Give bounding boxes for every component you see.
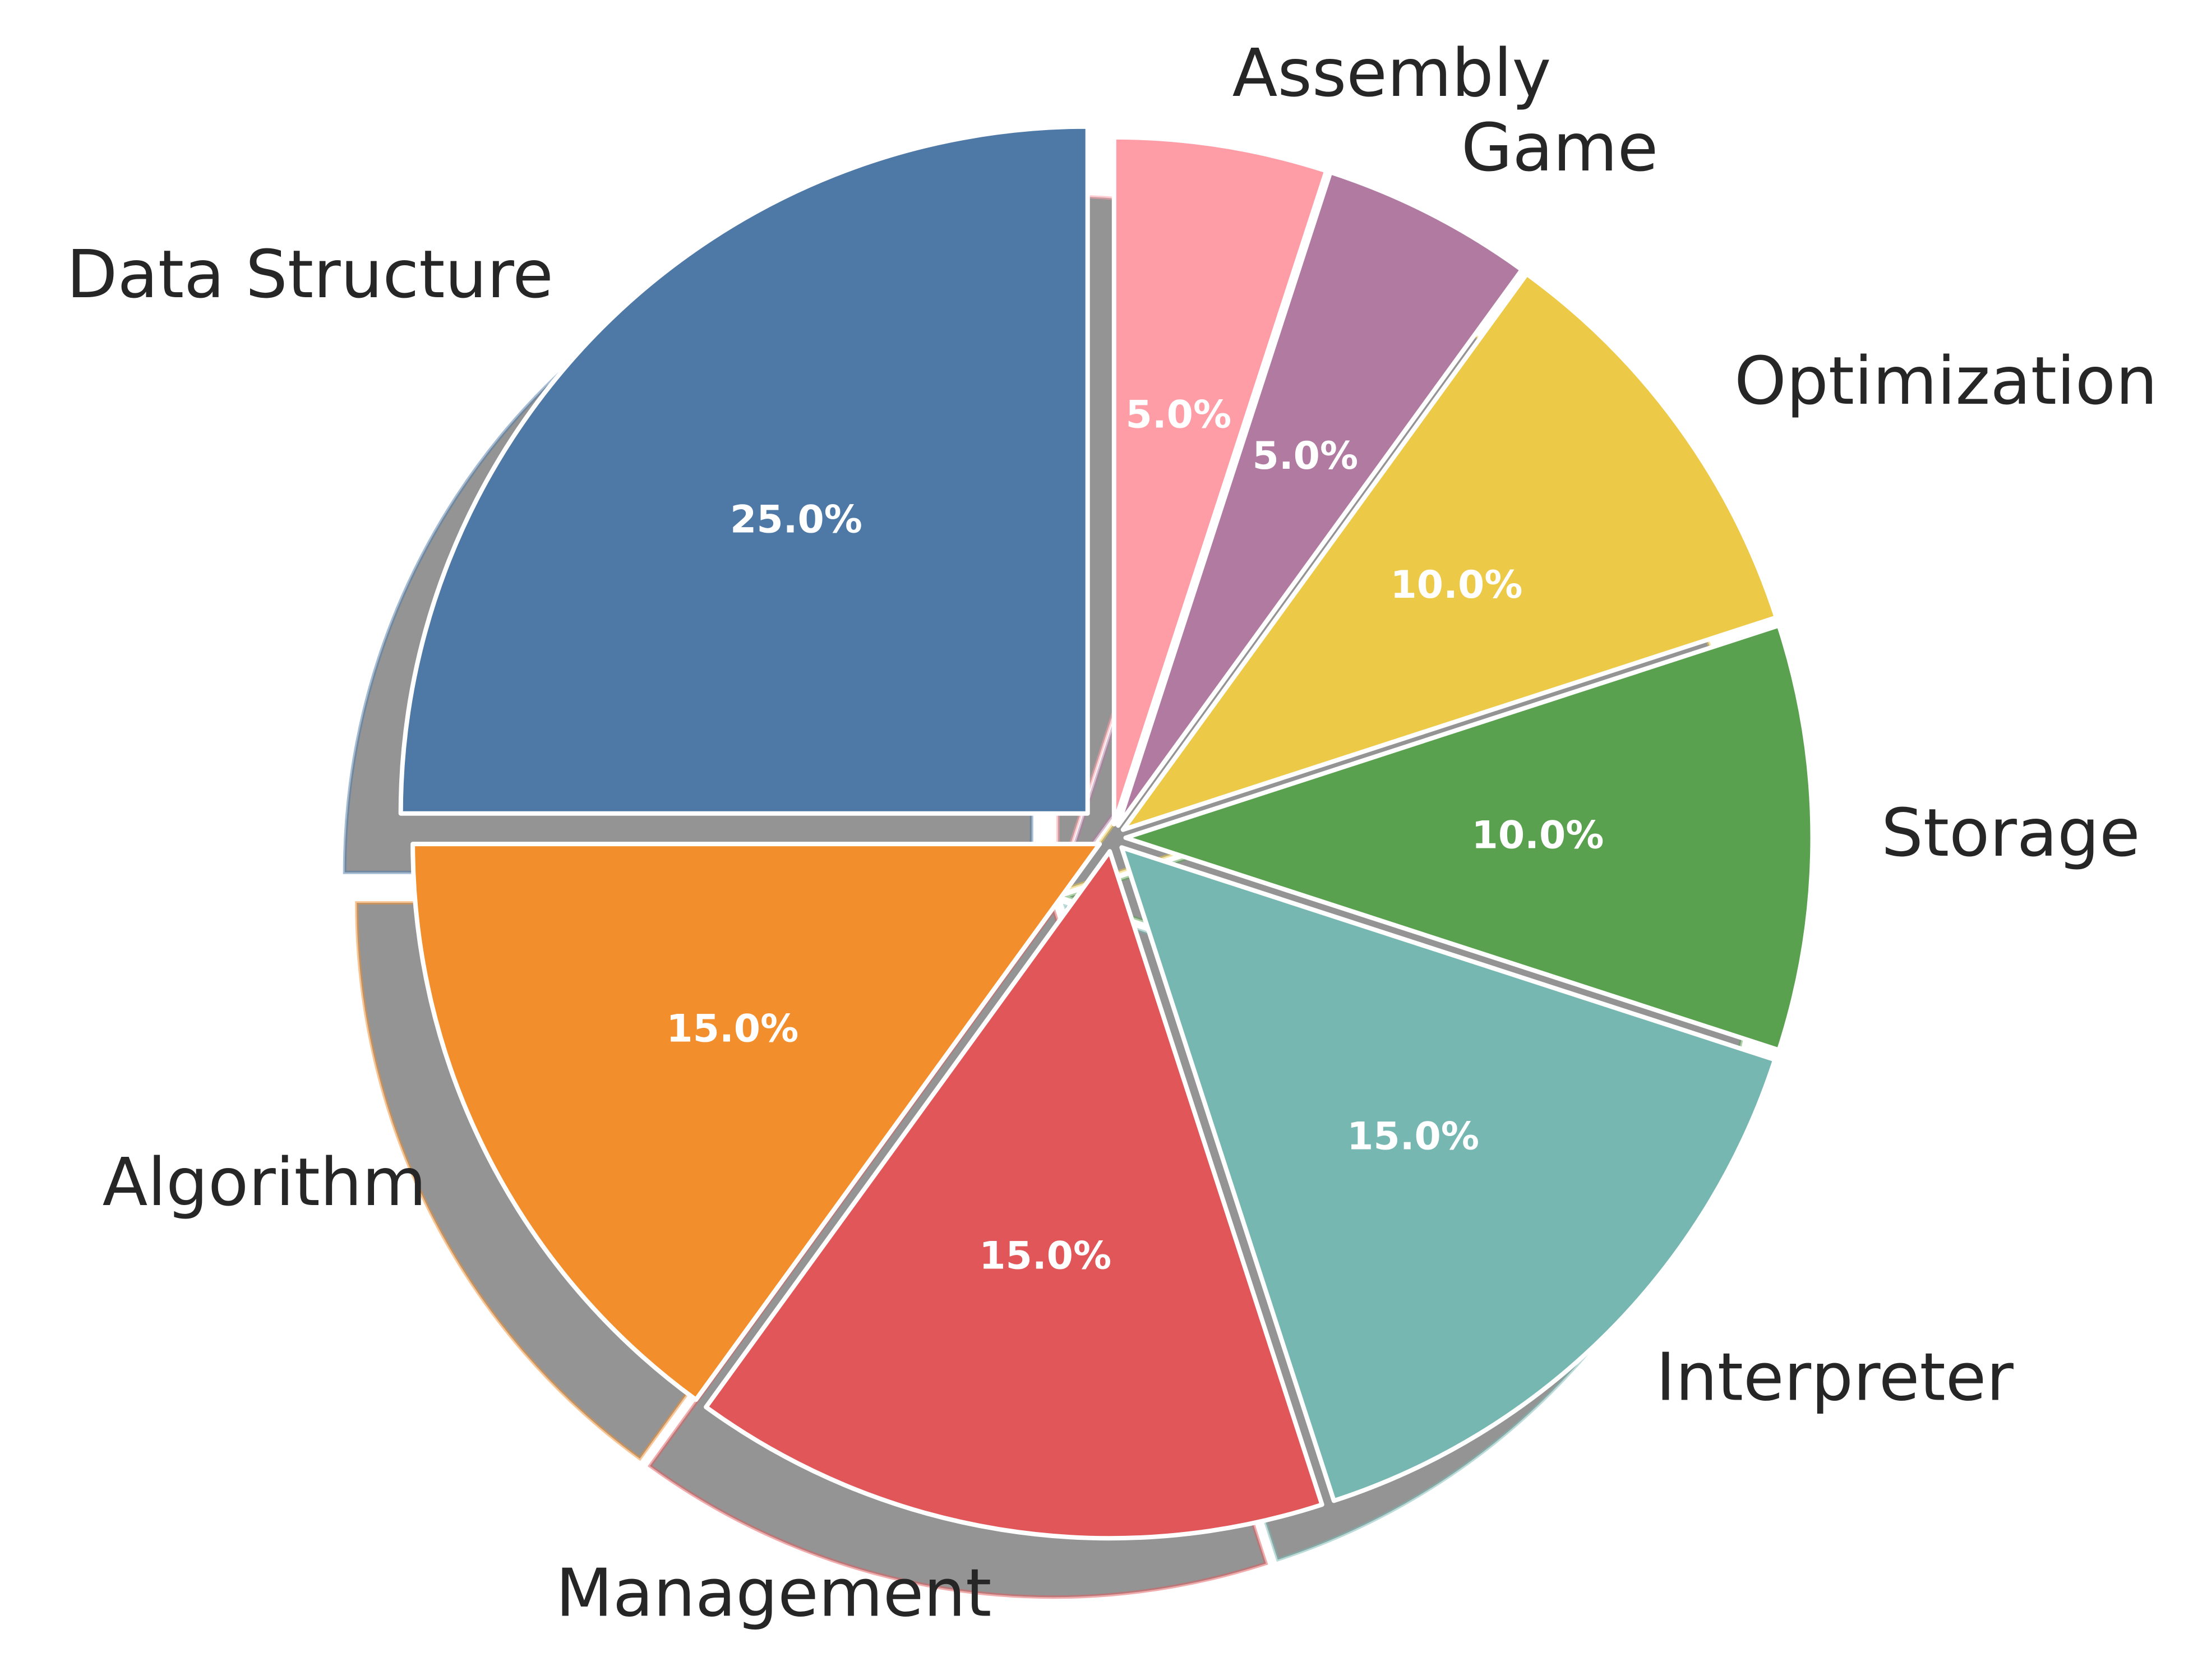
pct-label-algorithm: 15.0% xyxy=(666,1007,798,1051)
pct-label-optimization: 10.0% xyxy=(1390,563,1522,607)
label-algorithm: Algorithm xyxy=(103,1143,427,1221)
label-interpreter: Interpreter xyxy=(1656,1338,2014,1415)
label-optimization: Optimization xyxy=(1734,342,2158,419)
slice-interpreter xyxy=(1119,845,1777,1503)
slice-data-structure xyxy=(398,124,1090,816)
slice-storage xyxy=(1123,623,1815,1053)
label-storage: Storage xyxy=(1881,794,2140,871)
pct-label-data-structure: 25.0% xyxy=(730,498,862,542)
slice-management xyxy=(704,849,1324,1541)
pct-label-assembly: 5.0% xyxy=(1126,393,1232,437)
label-management: Management xyxy=(556,1554,991,1631)
label-assembly: Assembly xyxy=(1232,34,1552,112)
slices xyxy=(398,124,1815,1541)
pct-label-storage: 10.0% xyxy=(1472,814,1604,858)
label-game: Game xyxy=(1461,109,1658,186)
slice-algorithm xyxy=(410,842,1102,1402)
slice-optimization xyxy=(1120,271,1779,832)
label-data-structure: Data Structure xyxy=(67,236,553,313)
slice-game xyxy=(1116,170,1525,828)
pct-label-management: 15.0% xyxy=(979,1234,1111,1279)
slice-labels: Data Structure 25.0% Algorithm 15.0% Managem… xyxy=(67,34,2158,1631)
slice-assembly xyxy=(1111,135,1329,827)
pct-label-interpreter: 15.0% xyxy=(1347,1115,1479,1159)
pct-label-game: 5.0% xyxy=(1253,434,1359,478)
